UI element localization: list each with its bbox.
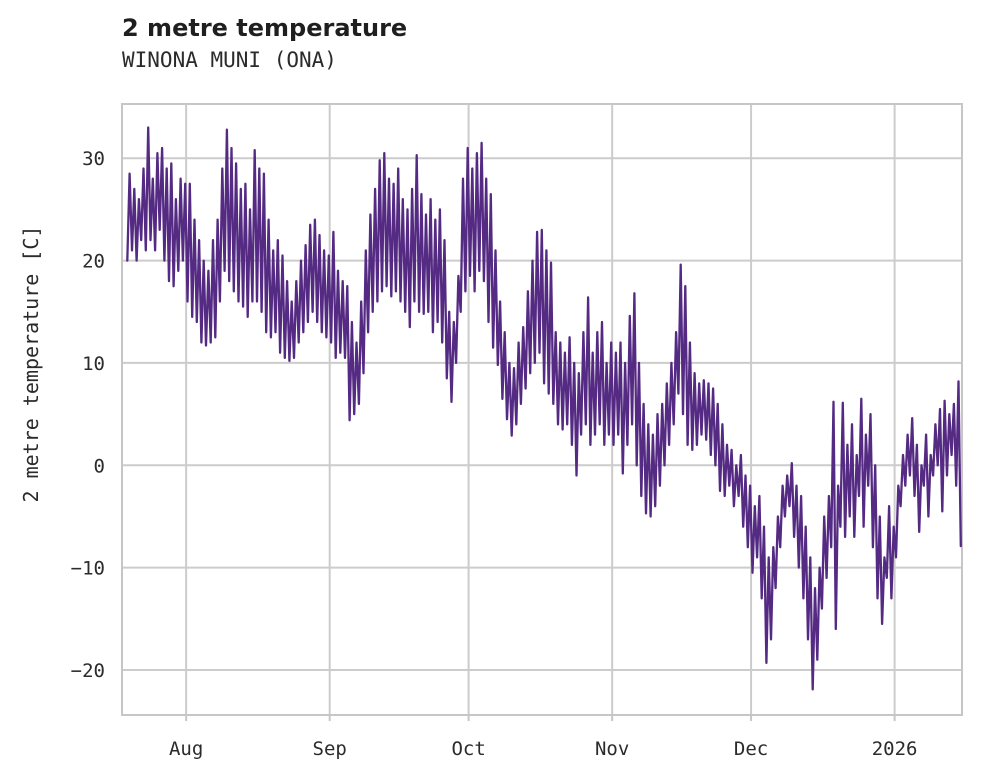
y-tick-label: 0	[94, 455, 105, 477]
chart-title: 2 metre temperature	[122, 14, 408, 42]
x-tick-label: 2026	[872, 738, 918, 760]
y-tick-label: −10	[71, 558, 105, 580]
y-tick-label: 10	[82, 353, 105, 375]
plot-frame	[121, 103, 963, 716]
tick-marks-group	[185, 715, 896, 721]
x-tick-label: Aug	[169, 738, 203, 760]
temperature-line	[126, 126, 962, 691]
plot-frame-group	[121, 103, 963, 716]
y-tick-label: −20	[71, 660, 105, 682]
x-tick-label: Nov	[595, 738, 629, 760]
temperature-line-group	[126, 126, 962, 691]
x-tick-label: Dec	[734, 738, 768, 760]
tick-labels-group: −20 −10 0 10 20 30 Aug Sep Oct Nov Dec 2026	[71, 148, 918, 760]
y-tick-label: 20	[82, 251, 105, 273]
x-tick-label: Sep	[313, 738, 347, 760]
y-tick-label: 30	[82, 148, 105, 170]
chart-subtitle: WINONA MUNI (ONA)	[122, 48, 337, 72]
x-tick-label: Oct	[451, 738, 485, 760]
